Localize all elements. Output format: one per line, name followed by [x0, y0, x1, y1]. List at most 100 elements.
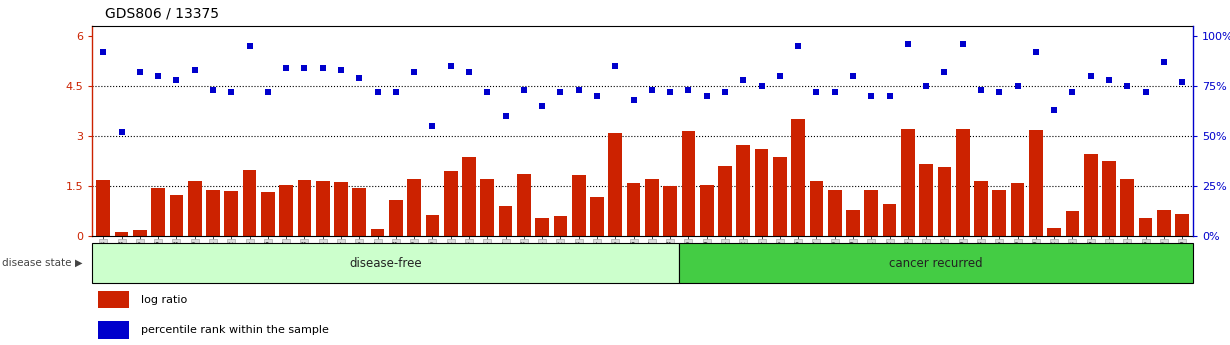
Bar [114, 232, 128, 236]
Bar [335, 182, 348, 236]
Point [825, 89, 845, 95]
Bar [700, 185, 713, 236]
Bar [737, 146, 750, 236]
Bar [590, 197, 604, 236]
Point [1063, 89, 1082, 95]
Bar [261, 192, 274, 236]
Bar [370, 229, 385, 236]
Point [661, 89, 680, 95]
Point [935, 69, 954, 75]
Point [277, 65, 296, 71]
Bar [865, 189, 878, 236]
Bar [1121, 179, 1134, 236]
Bar [92, 243, 679, 283]
Point [916, 83, 936, 89]
Point [349, 75, 369, 81]
Point [770, 73, 790, 79]
Bar [462, 157, 476, 236]
Point [861, 93, 881, 99]
Text: ▶: ▶ [75, 258, 82, 268]
Bar [151, 188, 165, 236]
Point [679, 87, 699, 93]
Bar [444, 171, 458, 236]
Bar [96, 179, 109, 236]
Point [368, 89, 387, 95]
Point [953, 41, 973, 47]
Point [149, 73, 169, 79]
Text: percentile rank within the sample: percentile rank within the sample [141, 325, 330, 335]
Point [1100, 77, 1119, 83]
Point [331, 67, 351, 73]
Bar [1084, 155, 1097, 236]
Point [972, 87, 991, 93]
Bar [937, 167, 951, 236]
Point [1172, 79, 1192, 85]
Point [587, 93, 606, 99]
Point [533, 103, 552, 109]
Point [1044, 107, 1064, 113]
Bar [389, 200, 402, 236]
Bar [1102, 161, 1116, 236]
Bar [535, 218, 549, 236]
Bar [352, 188, 367, 236]
Bar [679, 243, 1193, 283]
Point [240, 43, 260, 49]
Bar [517, 174, 530, 236]
Bar [98, 291, 128, 308]
Point [405, 69, 424, 75]
Point [386, 89, 406, 95]
Bar [919, 164, 934, 236]
Bar [828, 189, 841, 236]
Bar [1011, 183, 1025, 236]
Bar [481, 179, 494, 236]
Point [221, 89, 241, 95]
Bar [846, 210, 860, 236]
Bar [572, 175, 585, 236]
Bar [498, 206, 513, 236]
Point [624, 97, 643, 103]
Bar [993, 189, 1006, 236]
Point [788, 43, 808, 49]
Bar [188, 181, 202, 236]
Point [130, 69, 150, 75]
Bar [170, 195, 183, 236]
Bar [554, 216, 567, 236]
Text: disease state: disease state [2, 258, 73, 268]
Bar [663, 186, 676, 236]
Text: GDS806 / 13375: GDS806 / 13375 [105, 7, 219, 21]
Bar [407, 179, 421, 236]
Point [879, 93, 899, 99]
Point [423, 123, 443, 129]
Point [1154, 59, 1173, 65]
Bar [224, 191, 239, 236]
Point [843, 73, 862, 79]
Text: cancer recurred: cancer recurred [889, 257, 983, 269]
Point [898, 41, 918, 47]
Point [989, 89, 1009, 95]
Bar [1047, 228, 1061, 236]
Bar [609, 133, 622, 236]
Point [459, 69, 478, 75]
Point [733, 77, 753, 83]
Bar [809, 181, 823, 236]
Bar [1176, 214, 1189, 236]
Point [166, 77, 186, 83]
Point [112, 129, 132, 135]
Bar [207, 190, 220, 236]
Bar [772, 157, 787, 236]
Point [568, 87, 588, 93]
Bar [1139, 218, 1153, 236]
Point [1081, 73, 1101, 79]
Bar [1030, 130, 1043, 236]
Bar [279, 185, 293, 236]
Point [1026, 49, 1046, 55]
Point [715, 89, 734, 95]
Bar [1065, 211, 1079, 236]
Point [258, 89, 278, 95]
Point [697, 93, 717, 99]
Bar [626, 183, 641, 236]
Text: log ratio: log ratio [141, 295, 188, 305]
Bar [426, 215, 439, 236]
Point [477, 89, 497, 95]
Point [312, 65, 332, 71]
